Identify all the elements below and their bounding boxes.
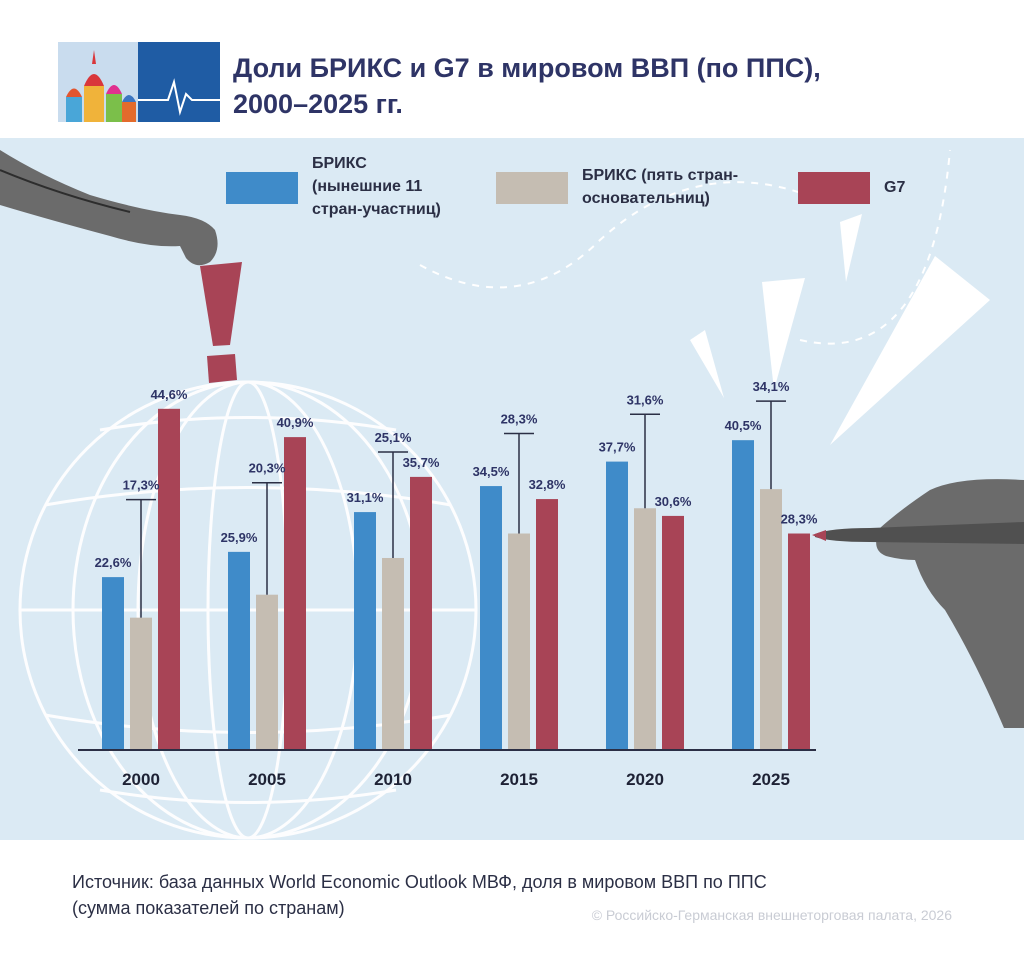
data-label-1-2000: 22,6% [95,555,132,570]
legend: БРИКС (нынешние 11 стран-участниц) БРИКС (п… [226,155,905,218]
data-label-2-2015: 28,3% [501,412,538,427]
data-label-1-2020: 37,7% [599,440,636,455]
title-line-2: 2000–2025 гг. [233,89,403,119]
legend-label-1-line-3: стран-участниц) [312,201,441,218]
data-label-3-2020: 30,6% [655,494,692,509]
data-label-3-2005: 40,9% [277,415,314,430]
data-label-1-2025: 40,5% [725,418,762,433]
onion-domes-pulse-logo-icon [58,42,220,122]
bar-3-2025 [788,533,810,750]
hand-with-pen-icon [812,479,1024,728]
chart-area: БРИКС (нынешние 11 стран-участниц) БРИКС (п… [0,138,1024,840]
source-line-1: Источник: база данных World Economic Out… [72,872,767,892]
bar-3-2010 [410,476,432,750]
legend-label-2-line-1: БРИКС (пять стран- [582,167,738,184]
bar-2-2005 [256,594,278,750]
bar-1-2015 [480,486,502,750]
x-tick-2010: 2010 [374,770,412,789]
page-title: Доли БРИКС и G7 в мировом ВВП (по ППС), … [233,50,821,122]
bar-2-2010 [382,557,404,750]
bar-3-2000 [158,408,180,750]
dashed-curve-decor [419,181,821,289]
data-label-3-2015: 32,8% [529,477,566,492]
data-label-3-2000: 44,6% [151,387,188,402]
bar-chart: БРИКС (нынешние 11 стран-участниц) БРИКС (п… [0,149,1024,840]
x-axis-tick-labels: 2000 2005 2010 2015 2020 2025 [122,770,790,789]
x-tick-2015: 2015 [500,770,538,789]
data-label-1-2015: 34,5% [473,464,510,479]
bar-1-2010 [354,512,376,750]
data-label-1-2010: 31,1% [347,490,384,505]
title-line-1: Доли БРИКС и G7 в мировом ВВП (по ППС), [233,53,821,83]
data-label-2-2025: 34,1% [753,379,790,394]
data-label-2-2000: 17,3% [123,478,160,493]
source-note: Источник: база данных World Economic Out… [72,869,892,921]
bar-3-2020 [662,515,684,750]
x-tick-2020: 2020 [626,770,664,789]
x-tick-2000: 2000 [122,770,160,789]
bar-1-2005 [228,551,250,750]
source-line-2: (сумма показателей по странам) [72,898,345,918]
legend-swatch-2 [496,172,568,204]
data-label-3-2025: 28,3% [781,512,818,527]
legend-label-1-line-1: БРИКС [312,155,367,172]
data-label-2-2005: 20,3% [249,461,286,476]
bar-1-2000 [102,577,124,750]
spark-ray-2 [762,278,805,390]
legend-swatch-1 [226,172,298,204]
legend-swatch-3 [798,172,870,204]
hand-pointing-icon [0,150,218,266]
data-label-2-2010: 25,1% [375,430,412,445]
legend-label-2-line-2: основательниц) [582,190,710,207]
x-tick-2025: 2025 [752,770,790,789]
bar-2-2015 [508,533,530,750]
data-label-1-2005: 25,9% [221,530,258,545]
bar-1-2020 [606,461,628,750]
bar-1-2025 [732,440,754,750]
bar-3-2005 [284,437,306,750]
copyright: © Российско-Германская внешнеторговая па… [591,907,952,923]
bars [102,408,810,750]
footer: Источник: база данных World Economic Out… [0,840,1024,957]
header: Доли БРИКС и G7 в мировом ВВП (по ППС), … [0,0,1024,138]
legend-label-3-line-1: G7 [884,179,905,196]
spark-ray-1 [690,330,724,398]
data-label-2-2020: 31,6% [627,392,664,407]
data-label-3-2010: 35,7% [403,455,440,470]
bar-2-2000 [130,617,152,750]
spark-ray-4 [830,256,990,445]
data-labels: 22,6% 17,3% 44,6% 25,9% 20,3% 40,9% 31,1% 25,1%… [95,379,818,618]
bar-3-2015 [536,499,558,750]
bar-2-2025 [760,489,782,750]
globe-icon [18,380,478,840]
legend-label-1-line-2: (нынешние 11 [312,178,422,195]
bar-2-2020 [634,508,656,750]
x-tick-2005: 2005 [248,770,286,789]
spark-ray-3 [840,214,862,282]
exclamation-mark-icon [200,262,242,383]
dashed-arc-decor [799,149,951,345]
background-decor [0,149,1024,840]
